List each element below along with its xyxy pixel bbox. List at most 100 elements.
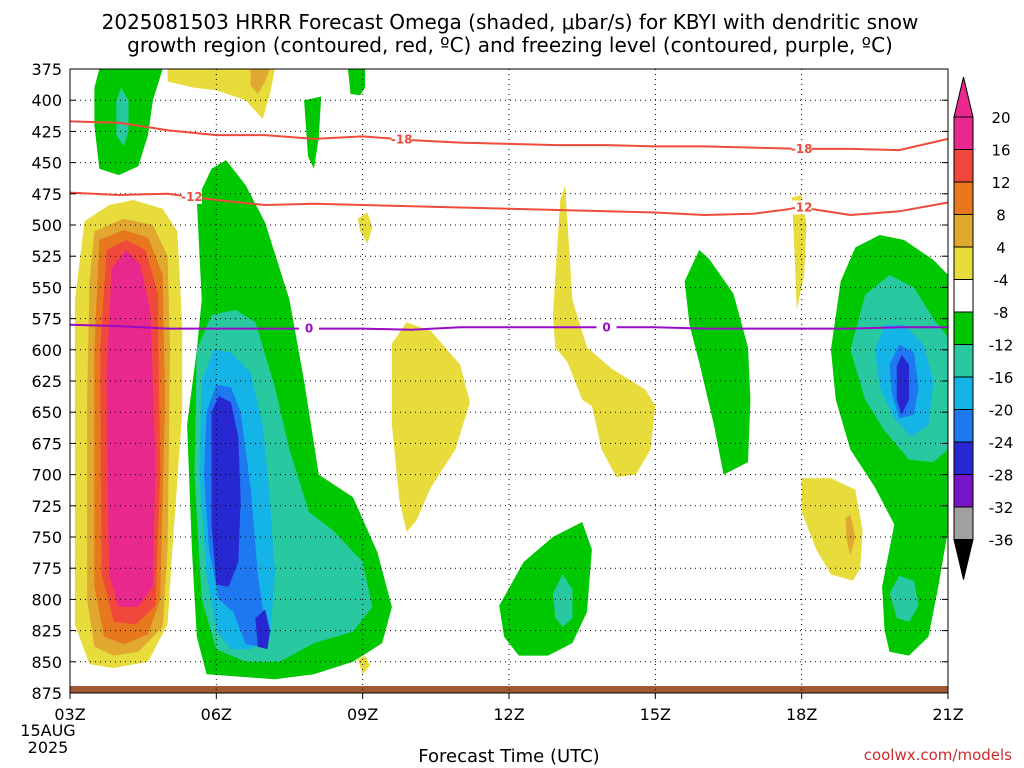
x-tick-label: 09Z [347,705,378,724]
isotherm-label: 0 [602,320,610,334]
y-tick-label: 800 [31,590,62,609]
omega-region [357,655,370,675]
omega-shaded-regions [74,69,948,680]
omega-region [889,575,919,622]
y-tick-label: 450 [31,154,62,173]
omega-region [552,574,573,627]
y-tick-label: 550 [31,278,62,297]
y-tick-label: 700 [31,466,62,485]
x-axis-title: Forecast Time (UTC) [418,746,599,767]
omega-region [304,96,322,169]
omega-region [552,185,656,478]
isotherm-label-bg [299,321,320,336]
colorbar-label: -24 [989,434,1014,452]
isotherm-label-bg [181,189,202,204]
x-axis-ticks: 03Z 06Z 09Z 12Z 15Z 18Z 21Z [54,693,964,724]
omega-region [94,69,163,176]
omega-region [211,396,241,587]
x-tick-label: 15Z [640,705,671,724]
omega-region [845,514,856,556]
isotherm-label: -12 [791,201,813,215]
y-tick-label: 650 [31,403,62,422]
y-tick-label: 675 [31,434,62,453]
colorbar-swatch [953,149,974,183]
colorbar-swatch [953,311,974,345]
colorbar-label: -32 [989,499,1014,517]
colorbar-swatch [953,181,974,215]
y-tick-label: 750 [31,528,62,547]
y-tick-label: 525 [31,247,62,266]
y-tick-label: 375 [31,60,62,79]
y-tick-label: 625 [31,372,62,391]
x-tick-label: 18Z [786,705,817,724]
colorbar-label: -12 [989,337,1014,355]
colorbar-swatch [953,409,974,443]
chart-title-line-2: growth region (contoured, red, ºC) and f… [127,33,893,57]
colorbar-label: -16 [989,369,1014,387]
colorbar-swatch [953,279,974,313]
colorbar-label: 4 [996,239,1006,257]
y-tick-label: 475 [31,185,62,204]
colorbar-label: -20 [989,402,1014,420]
isotherm-label-bg [596,320,617,335]
isotherm-label-bg [791,200,812,215]
chart-title-line-1: 2025081503 HRRR Forecast Omega (shaded, … [102,10,919,34]
colorbar-bottom-triangle [953,539,974,580]
colorbar-top-triangle [953,76,974,118]
colorbar: 20 16 12 8 4 -4 -8 -12 -16 -20 -24 -28 -32 -36 [953,76,1014,580]
isotherm-label: 0 [305,322,313,336]
colorbar-label: 8 [996,207,1006,225]
x-tick-label: 03Z [54,705,85,724]
omega-region [684,250,751,475]
colorbar-label: 20 [991,109,1010,127]
omega-region [499,522,592,656]
x-tick-label: 12Z [493,705,524,724]
y-axis-ticks: 375 400 425 450 475 500 525 550 575 600 625 650 675 7… [31,60,948,703]
omega-region [791,195,807,310]
y-tick-label: 850 [31,653,62,672]
x-date-line-2: 2025 [28,738,69,757]
omega-region [250,69,270,94]
colorbar-label: -8 [994,304,1009,322]
x-tick-label: 21Z [932,705,963,724]
colorbar-swatch [953,246,974,280]
y-tick-label: 775 [31,559,62,578]
isotherm-label: -18 [391,132,413,146]
isotherm-label: -18 [791,142,813,156]
colorbar-swatch [953,474,974,508]
colorbar-swatch [953,506,974,540]
x-tick-label: 06Z [201,705,232,724]
isotherm-label-bg [791,141,812,156]
colorbar-swatch [953,116,974,150]
y-tick-label: 725 [31,497,62,516]
omega-region [255,609,270,650]
colorbar-swatch [953,214,974,248]
omega-region [801,478,863,581]
y-tick-label: 600 [31,341,62,360]
colorbar-swatch [953,344,974,378]
colorbar-label: -28 [989,467,1014,485]
y-tick-label: 875 [31,684,62,703]
colorbar-swatch [953,441,974,475]
omega-region [167,69,275,119]
isotherm-line [69,323,948,331]
y-tick-label: 825 [31,622,62,641]
omega-region [896,354,909,415]
colorbar-label: 12 [991,174,1010,192]
isotherm-contours: -18 -18 -12 -12 0 0 [69,120,949,336]
y-tick-label: 575 [31,310,62,329]
grid-lines [70,69,948,693]
colorbar-swatch [953,376,974,410]
colorbar-label: 16 [991,142,1010,160]
isotherm-label-bg [391,132,412,147]
omega-region [106,250,156,607]
x-date-line-1: 15AUG [20,721,75,740]
omega-region [357,212,373,244]
y-tick-label: 400 [31,91,62,110]
colorbar-label: -4 [994,272,1009,290]
y-tick-label: 425 [31,122,62,141]
colorbar-label: -36 [989,532,1014,550]
y-tick-label: 500 [31,216,62,235]
omega-region [348,69,366,96]
